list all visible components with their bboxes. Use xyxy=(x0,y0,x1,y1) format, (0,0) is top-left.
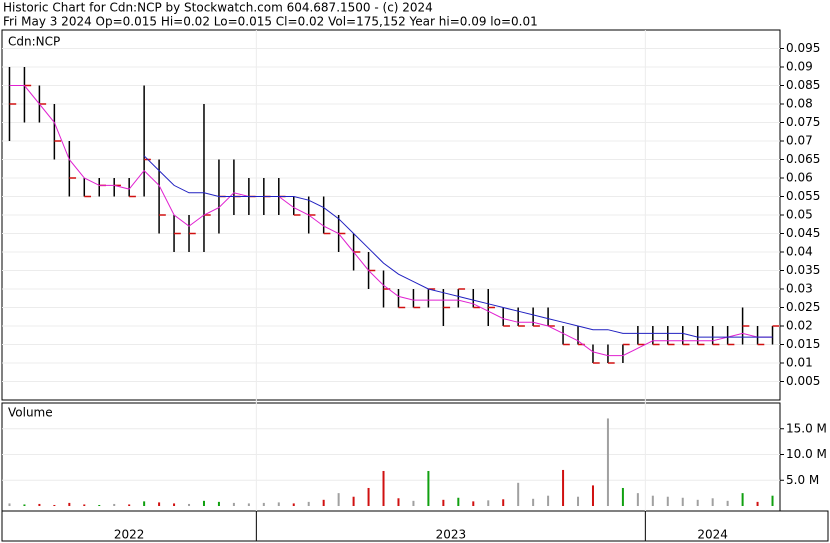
y-tick-label: 0.045 xyxy=(786,226,820,240)
y-tick-label: 0.07 xyxy=(786,134,813,148)
volume-bar xyxy=(606,418,609,506)
y-tick-label: 0.02 xyxy=(786,319,813,333)
volume-bar xyxy=(412,500,415,506)
volume-bar xyxy=(726,500,729,506)
symbol-label: Cdn:NCP xyxy=(8,35,60,49)
volume-bar xyxy=(232,502,235,506)
chart-subtitle: Fri May 3 2024 Op=0.015 Hi=0.02 Lo=0.015… xyxy=(3,15,538,29)
volume-bar xyxy=(292,503,295,506)
moving-average xyxy=(9,85,773,357)
x-axis-strip xyxy=(1,510,829,542)
volume-bar xyxy=(562,469,565,506)
volume-bar xyxy=(427,470,430,506)
x-tick-label: 2024 xyxy=(697,528,728,542)
volume-bar xyxy=(547,495,550,506)
volume-bar xyxy=(68,502,71,506)
y-tick-label: 0.04 xyxy=(786,245,813,259)
volume-bar xyxy=(741,493,744,506)
volume-bar xyxy=(367,487,370,506)
volume-bar xyxy=(83,504,86,506)
volume-bar xyxy=(173,503,176,506)
volume-label: Volume xyxy=(8,406,53,420)
moving-average xyxy=(143,155,773,338)
y-tick-label: 0.015 xyxy=(786,337,820,351)
volume-bar xyxy=(621,487,624,506)
chart-title: Historic Chart for Cdn:NCP by Stockwatch… xyxy=(3,1,433,15)
volume-bar xyxy=(577,496,580,506)
volume-bar xyxy=(38,503,41,506)
volume-bar xyxy=(277,502,280,506)
volume-bar xyxy=(143,501,146,506)
volume-bar xyxy=(457,497,460,506)
volume-bar xyxy=(487,500,490,506)
y-tick-label: 0.05 xyxy=(786,208,813,222)
y-tick-label: 0.025 xyxy=(786,300,820,314)
volume-bar xyxy=(532,498,535,506)
volume-bar xyxy=(247,503,250,506)
x-tick-label: 2023 xyxy=(436,528,467,542)
y-tick-label: 0.06 xyxy=(786,171,813,185)
volume-bar xyxy=(711,498,714,506)
y-tick-label: 0.03 xyxy=(786,282,813,296)
volume-bar xyxy=(756,501,759,506)
y-tick-label: 5.0 M xyxy=(786,473,819,487)
volume-bar xyxy=(382,470,385,506)
y-tick-label: 0.075 xyxy=(786,115,820,129)
y-tick-label: 15.0 M xyxy=(786,421,827,435)
volume-bar xyxy=(666,496,669,506)
x-tick-label: 2022 xyxy=(114,528,145,542)
volume-bar xyxy=(442,499,445,506)
y-tick-label: 0.065 xyxy=(786,152,820,166)
volume-bar xyxy=(262,502,265,506)
volume-bar xyxy=(337,493,340,506)
volume-bar xyxy=(352,496,355,506)
y-tick-label: 0.08 xyxy=(786,97,813,111)
volume-bar xyxy=(651,495,654,506)
volume-bar xyxy=(681,497,684,506)
y-tick-label: 0.055 xyxy=(786,189,820,203)
volume-bar xyxy=(771,495,774,506)
volume-bar xyxy=(158,502,161,506)
y-tick-label: 0.005 xyxy=(786,374,820,388)
y-tick-label: 10.0 M xyxy=(786,447,827,461)
volume-bar xyxy=(322,499,325,506)
volume-bar xyxy=(517,482,520,506)
y-tick-label: 0.085 xyxy=(786,78,820,92)
volume-bar xyxy=(472,501,475,506)
y-tick-label: 0.01 xyxy=(786,356,813,370)
volume-bar xyxy=(217,501,220,506)
y-tick-label: 0.09 xyxy=(786,60,813,74)
volume-bar xyxy=(591,485,594,506)
volume-bar xyxy=(113,503,116,506)
y-tick-label: 0.035 xyxy=(786,263,820,277)
volume-bar xyxy=(98,504,101,506)
volume-bar xyxy=(502,499,505,506)
volume-bar xyxy=(397,498,400,506)
volume-bar xyxy=(188,503,191,506)
volume-bar xyxy=(307,501,310,506)
volume-bar xyxy=(696,499,699,506)
volume-bar xyxy=(23,504,26,506)
volume-bar xyxy=(8,503,11,506)
volume-bar xyxy=(128,504,131,506)
volume-bar xyxy=(636,493,639,506)
volume-bar xyxy=(202,500,205,506)
volume-bar xyxy=(53,504,56,506)
y-tick-label: 0.095 xyxy=(786,41,820,55)
